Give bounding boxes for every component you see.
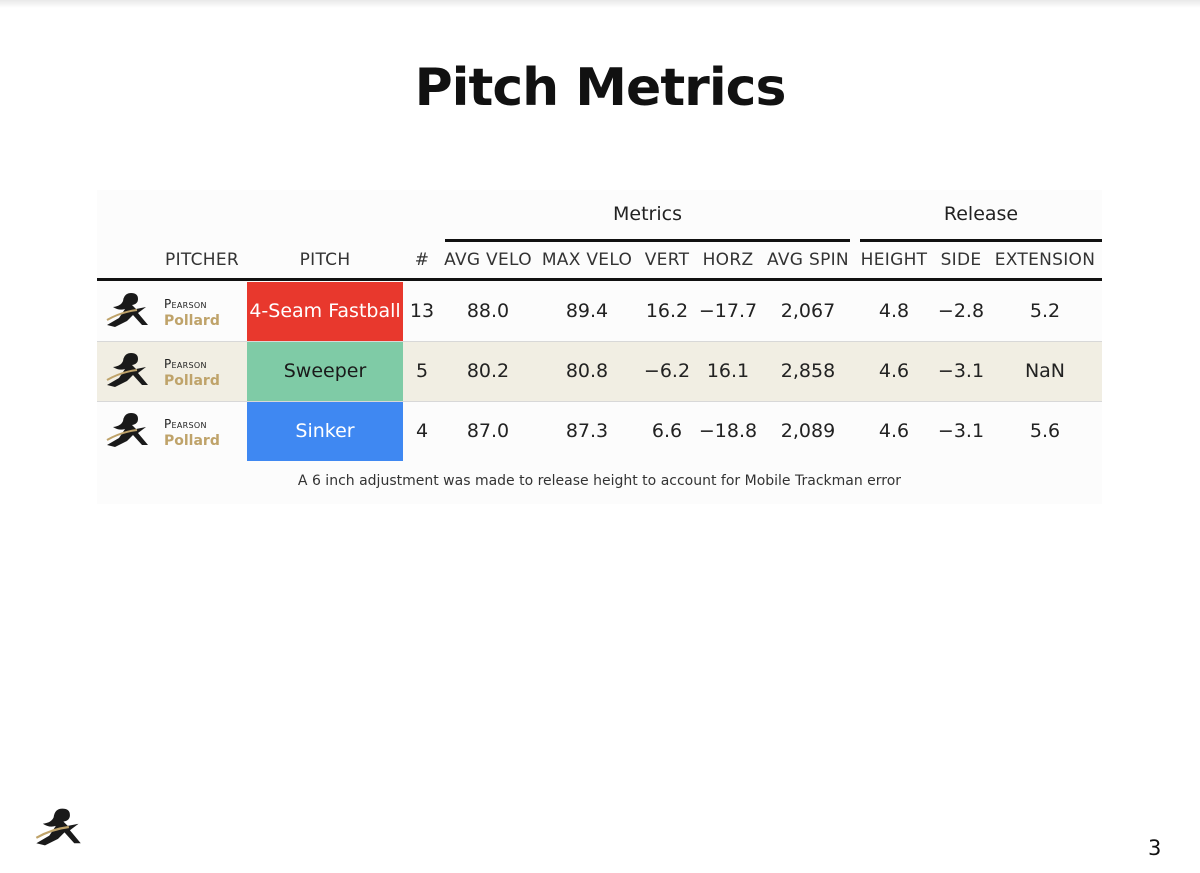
pitcher-first-name: Pearson: [164, 417, 207, 431]
header-pitcher: PITCHER: [165, 250, 239, 270]
header-height: HEIGHT: [860, 250, 928, 270]
extension-value: 5.6: [1029, 420, 1061, 442]
group-label-release: Release: [943, 203, 1019, 225]
avg-velo-value: 87.0: [466, 420, 510, 442]
avg-spin-value: 2,089: [780, 420, 836, 442]
table-footnote: A 6 inch adjustment was made to release …: [297, 473, 902, 489]
avg-velo-value: 80.2: [466, 360, 510, 382]
max-velo-value: 89.4: [565, 300, 609, 322]
pitch-count: 13: [409, 300, 435, 322]
header-count: #: [414, 250, 430, 270]
release-height-value: 4.8: [878, 300, 910, 322]
header-max-velo: MAX VELO: [541, 250, 633, 270]
row-divider: [97, 341, 1102, 342]
pitch-type-badge: Sweeper: [247, 342, 403, 401]
avg-velo-value: 88.0: [466, 300, 510, 322]
horz-value: 16.1: [706, 360, 750, 382]
extension-value: 5.2: [1029, 300, 1061, 322]
pitcher-silhouette-logo-icon: [106, 413, 148, 447]
release-side-value: −3.1: [937, 360, 985, 382]
release-side-value: −2.8: [937, 300, 985, 322]
release-side-value: −3.1: [937, 420, 985, 442]
vert-value: 16.2: [645, 300, 689, 322]
pitcher-last-name: Pollard: [164, 313, 220, 329]
header-horz: HORZ: [702, 250, 754, 270]
pitch-type-badge: Sinker: [247, 402, 403, 461]
pitcher-first-name: Pearson: [164, 297, 207, 311]
release-height-value: 4.6: [878, 420, 910, 442]
header-side: SIDE: [940, 250, 982, 270]
page-title: Pitch Metrics: [414, 58, 787, 118]
horz-value: −17.7: [698, 300, 758, 322]
header-extension: EXTENSION: [994, 250, 1096, 270]
pitcher-last-name: Pollard: [164, 373, 220, 389]
pitcher-silhouette-logo-icon: [106, 353, 148, 387]
avg-spin-value: 2,067: [780, 300, 836, 322]
header-vert: VERT: [644, 250, 690, 270]
page-number: 3: [1148, 836, 1162, 860]
team-logo-icon: [35, 808, 81, 846]
release-height-value: 4.6: [878, 360, 910, 382]
header-pitch: PITCH: [299, 250, 351, 270]
group-label-metrics: Metrics: [613, 203, 682, 225]
pitcher-first-name: Pearson: [164, 357, 207, 371]
header-rule: [97, 278, 1102, 281]
vert-value: 6.6: [651, 420, 683, 442]
extension-value: NaN: [1024, 360, 1066, 382]
row-divider: [97, 401, 1102, 402]
top-shadow: [0, 0, 1200, 8]
header-avg-velo: AVG VELO: [444, 250, 532, 270]
pitch-count: 5: [415, 360, 429, 382]
header-avg-spin: AVG SPIN: [767, 250, 849, 270]
pitcher-last-name: Pollard: [164, 433, 220, 449]
horz-value: −18.8: [698, 420, 758, 442]
pitch-count: 4: [415, 420, 429, 442]
group-underline-release: [860, 239, 1102, 242]
avg-spin-value: 2,858: [780, 360, 836, 382]
pitcher-silhouette-logo-icon: [106, 293, 148, 327]
vert-value: −6.2: [643, 360, 691, 382]
pitch-type-badge: 4-Seam Fastball: [247, 282, 403, 341]
max-velo-value: 80.8: [565, 360, 609, 382]
max-velo-value: 87.3: [565, 420, 609, 442]
group-underline-metrics: [445, 239, 850, 242]
